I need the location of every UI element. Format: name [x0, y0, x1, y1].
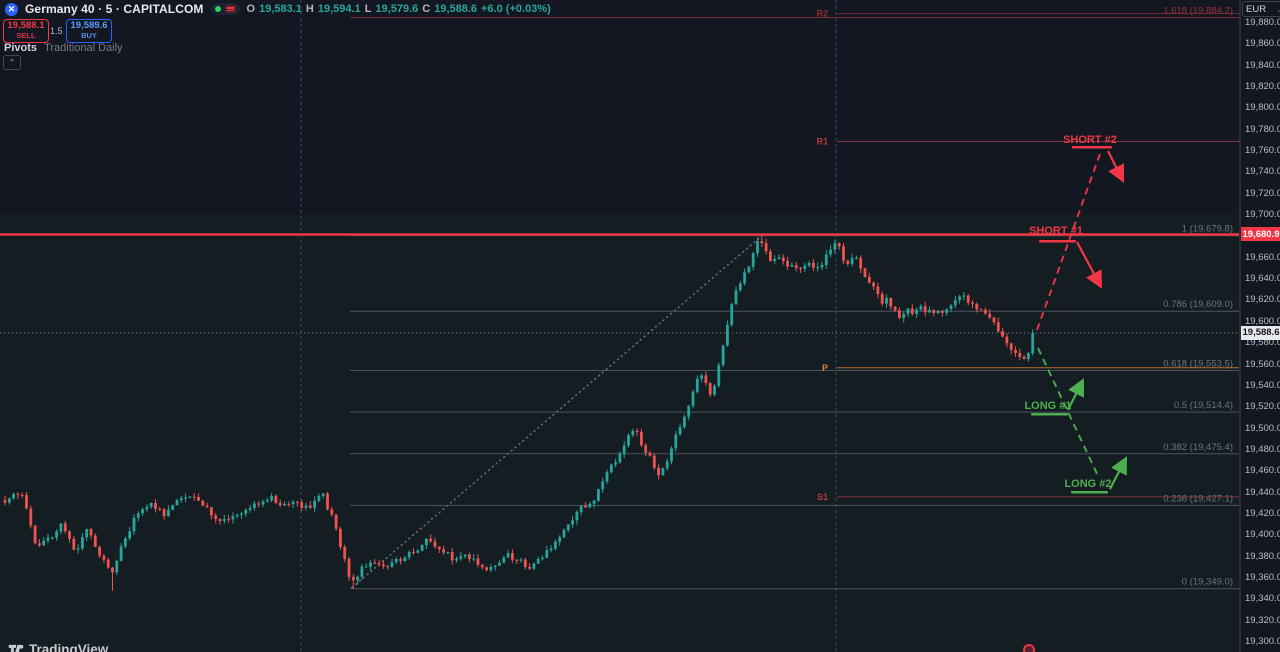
chevron-up-icon: ⌃ — [8, 58, 16, 67]
price-tick: 19,860.0 — [1245, 38, 1280, 50]
indicator-legend[interactable]: Pivots Traditional Daily — [4, 42, 123, 54]
svg-text:0.236 (19,427.1): 0.236 (19,427.1) — [1163, 493, 1233, 504]
chart-canvas[interactable]: 1.618 (19,884.2) 1 (19,679.8) 0.786 (19,60… — [0, 0, 1240, 652]
buy-button[interactable]: 19,589.6 BUY — [66, 19, 112, 43]
alert-lines-icon — [224, 5, 236, 13]
low-value: 19,579.6 — [375, 3, 419, 15]
change-value: +6.0 (+0.03%) — [481, 3, 551, 15]
price-tick: 19,620.0 — [1245, 294, 1280, 306]
svg-text:0.618 (19,553.5): 0.618 (19,553.5) — [1163, 358, 1233, 369]
ohlc-readout: O 19,583.1 H 19,594.1 L 19,579.6 C 19,58… — [247, 3, 551, 15]
buy-price: 19,589.6 — [70, 20, 108, 32]
alert-price-tag: 19,680.9 — [1241, 227, 1280, 242]
currency-label: EUR — [1246, 3, 1267, 15]
price-tick: 19,660.0 — [1245, 251, 1280, 263]
candlesticks — [3, 235, 1035, 591]
svg-text:LONG #2: LONG #2 — [1064, 478, 1111, 490]
spread-value: 1.5 — [50, 26, 63, 36]
zone-overlay — [0, 214, 1240, 652]
svg-text:0 (19,349.0): 0 (19,349.0) — [1182, 577, 1233, 588]
price-tick: 19,560.0 — [1245, 358, 1280, 370]
market-open-dot-icon — [214, 6, 221, 12]
price-tick: 19,420.0 — [1245, 507, 1280, 519]
price-tick: 19,400.0 — [1245, 529, 1280, 541]
svg-text:1.618 (19,884.2): 1.618 (19,884.2) — [1163, 6, 1233, 17]
drawing-handle[interactable] — [1023, 644, 1035, 652]
market-status-pill[interactable] — [210, 3, 240, 15]
price-tick: 19,700.0 — [1245, 209, 1280, 221]
sell-label: SELL — [16, 31, 36, 41]
chevron-down-icon: ⌄ — [1276, 4, 1280, 14]
price-tick: 19,760.0 — [1245, 145, 1280, 157]
pivot-levels: R2 R1 P S1 — [816, 8, 1240, 502]
price-tick: 19,720.0 — [1245, 187, 1280, 199]
price-tick: 19,820.0 — [1245, 81, 1280, 93]
open-label: O — [246, 3, 256, 15]
svg-text:0.382 (19,475.4): 0.382 (19,475.4) — [1163, 442, 1233, 453]
collapse-legend-button[interactable]: ⌃ — [3, 55, 21, 70]
sell-price: 19,588.1 — [7, 20, 45, 32]
price-tick: 19,580.0 — [1245, 337, 1280, 349]
svg-text:0.786 (19,609.0): 0.786 (19,609.0) — [1163, 299, 1233, 310]
close-value: 19,588.6 — [434, 3, 478, 15]
fib-retracement-levels[interactable]: 1.618 (19,884.2) 1 (19,679.8) 0.786 (19,60… — [350, 6, 1240, 590]
svg-text:SHORT #2: SHORT #2 — [1063, 134, 1117, 146]
price-tick: 19,360.0 — [1245, 571, 1280, 583]
price-tick: 19,600.0 — [1245, 315, 1280, 327]
price-tick: 19,480.0 — [1245, 443, 1280, 455]
sell-button[interactable]: 19,588.1 SELL — [3, 19, 49, 43]
symbol-logo-icon[interactable]: ✕ — [5, 2, 18, 16]
price-tick: 19,800.0 — [1245, 102, 1280, 114]
symbol-title[interactable]: Germany 40 · 5 · CAPITALCOM — [25, 2, 204, 16]
price-tick: 19,440.0 — [1245, 486, 1280, 498]
chart-legend: ✕ Germany 40 · 5 · CAPITALCOM O 19,583.1… — [5, 2, 551, 16]
trade-annotations[interactable]: SHORT #2 SHORT #1 LONG #1 LONG #2 — [1024, 134, 1128, 494]
close-label: C — [422, 3, 431, 15]
svg-text:0.5 (19,514.4): 0.5 (19,514.4) — [1174, 400, 1233, 411]
svg-text:R2: R2 — [816, 8, 828, 18]
session-separator-lines — [300, 0, 837, 652]
price-tick: 19,740.0 — [1245, 166, 1280, 178]
price-tick: 19,300.0 — [1245, 636, 1280, 647]
current-price-tag: 19,588.6 — [1241, 325, 1280, 340]
currency-selector[interactable]: EUR ⌄ — [1242, 1, 1280, 17]
svg-text:R1: R1 — [816, 137, 828, 147]
price-tick: 19,640.0 — [1245, 273, 1280, 285]
buy-label: BUY — [81, 31, 97, 41]
low-label: L — [364, 3, 372, 15]
open-value: 19,583.1 — [259, 3, 302, 15]
svg-text:P: P — [822, 363, 828, 373]
price-tick: 19,540.0 — [1245, 379, 1280, 391]
svg-text:LONG #1: LONG #1 — [1024, 400, 1071, 412]
price-tick: 19,460.0 — [1245, 465, 1280, 477]
high-value: 19,594.1 — [317, 3, 361, 15]
svg-text:SHORT #1: SHORT #1 — [1029, 225, 1083, 237]
price-tick: 19,500.0 — [1245, 422, 1280, 434]
price-tick: 19,880.0 — [1245, 17, 1280, 28]
high-label: H — [305, 3, 314, 15]
price-tick: 19,340.0 — [1245, 593, 1280, 605]
svg-text:S1: S1 — [817, 492, 828, 502]
price-tick: 19,320.0 — [1245, 614, 1280, 626]
tradingview-logo[interactable]: TradingView — [8, 642, 108, 652]
price-tick: 19,840.0 — [1245, 59, 1280, 71]
price-axis[interactable]: EUR ⌄ 19,880.0 19,860.0 19,840.0 19,820.0 19… — [1240, 0, 1280, 652]
price-tick: 19,380.0 — [1245, 550, 1280, 562]
price-tick: 19,520.0 — [1245, 401, 1280, 413]
indicator-settings: Traditional Daily — [44, 42, 123, 54]
tradingview-mark-icon — [8, 644, 24, 652]
indicator-name: Pivots — [4, 42, 38, 54]
svg-text:1 (19,679.8): 1 (19,679.8) — [1182, 224, 1233, 235]
price-tick: 19,780.0 — [1245, 123, 1280, 135]
tradingview-logo-text: TradingView — [29, 642, 109, 652]
